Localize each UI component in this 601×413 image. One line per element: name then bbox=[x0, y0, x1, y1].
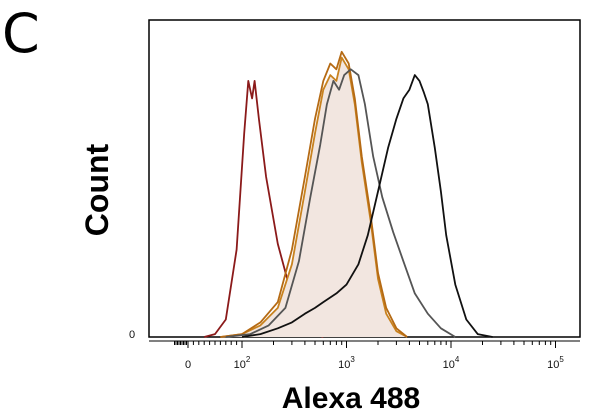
x-tick-label-2: 103 bbox=[338, 355, 355, 371]
x-axis-label: Alexa 488 bbox=[282, 382, 420, 413]
x-axis: 0 102 103 104 105 bbox=[149, 340, 580, 371]
y-axis-label: Count bbox=[79, 143, 115, 236]
series-1-fill bbox=[220, 57, 408, 337]
series-4-line bbox=[241, 74, 493, 338]
x-tick-label-4: 105 bbox=[547, 355, 564, 371]
x-tick-label-0: 0 bbox=[185, 359, 191, 371]
x-tick-label-3: 104 bbox=[443, 355, 460, 371]
y-tick-label-0: 0 bbox=[129, 329, 135, 341]
series-2-line bbox=[220, 50, 408, 338]
x-tick-label-1: 102 bbox=[234, 355, 251, 371]
y-axis: 0 bbox=[129, 329, 135, 341]
series-1-line bbox=[220, 56, 408, 338]
series-3-line bbox=[225, 68, 456, 338]
panel-letter: C bbox=[2, 2, 40, 65]
series-layer bbox=[203, 50, 493, 338]
